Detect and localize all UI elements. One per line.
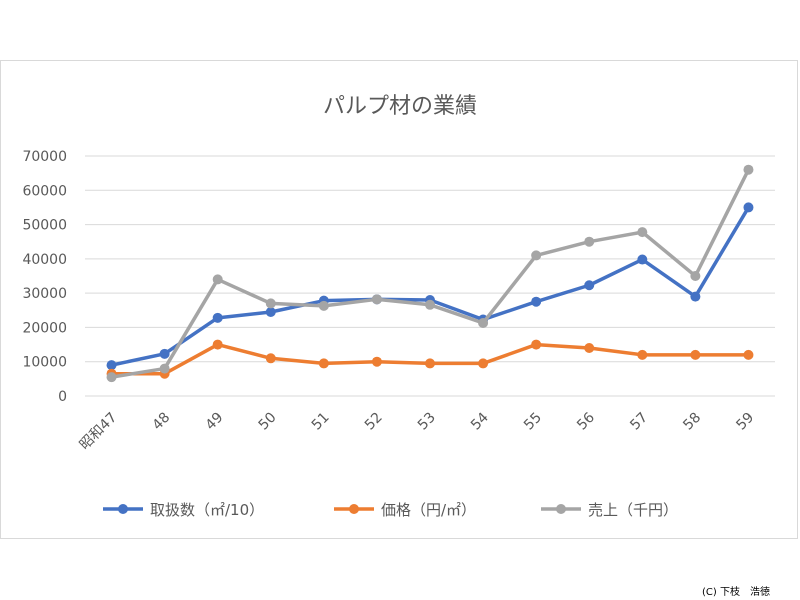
- series-2: [106, 339, 754, 379]
- data-point: [265, 353, 276, 364]
- y-tick-label: 40000: [22, 252, 67, 268]
- data-point: [159, 363, 170, 374]
- data-point: [425, 299, 435, 310]
- y-tick-label: 10000: [22, 355, 67, 371]
- data-point: [690, 291, 701, 302]
- x-tick-label: 48: [150, 410, 174, 434]
- grid-lines: [85, 155, 775, 397]
- legend: 取扱数（㎡/10） 価格（円/㎡） 売上（千円）: [103, 501, 678, 519]
- data-point: [425, 358, 435, 369]
- data-point: [531, 339, 542, 350]
- data-point: [106, 360, 117, 371]
- series-line: [109, 205, 751, 367]
- legend-item: 売上（千円）: [541, 501, 678, 519]
- data-point: [531, 250, 542, 261]
- x-tick-label: 51: [309, 410, 333, 434]
- data-point: [743, 349, 754, 360]
- data-point: [637, 349, 648, 360]
- data-point: [478, 358, 489, 369]
- data-point: [212, 339, 223, 350]
- y-tick-label: 50000: [22, 218, 67, 234]
- series-line: [109, 167, 751, 379]
- data-point: [265, 307, 276, 317]
- series-layer: [106, 164, 754, 383]
- credit-text: (C) 下枝 浩徳: [702, 587, 770, 598]
- y-axis-tick-labels: 0 10000 20000 30000 40000 50000 60000 70000: [22, 149, 67, 405]
- x-tick-label: 57: [627, 410, 651, 434]
- data-point: [690, 349, 701, 360]
- legend-label: 取扱数（㎡/10）: [150, 501, 264, 519]
- legend-label: 売上（千円）: [588, 501, 678, 519]
- x-axis-tick-labels: 昭和47 48 49 50 51 52 53 54 55 56 57 58 59: [77, 409, 758, 453]
- x-tick-label: 54: [468, 409, 492, 433]
- series-3: [106, 164, 754, 383]
- x-tick-label: 59: [733, 410, 757, 434]
- data-point: [371, 356, 382, 367]
- data-point: [531, 296, 542, 307]
- x-tick-label: 53: [415, 410, 439, 434]
- legend-item: 取扱数（㎡/10）: [103, 501, 264, 519]
- legend-item: 価格（円/㎡）: [334, 501, 476, 519]
- data-point: [212, 274, 223, 285]
- x-tick-label: 56: [574, 409, 598, 433]
- series-1: [106, 202, 754, 371]
- data-point: [159, 348, 170, 359]
- data-point: [265, 298, 276, 309]
- data-point: [743, 202, 754, 213]
- data-point: [106, 372, 117, 383]
- legend-swatch-marker: [118, 504, 128, 514]
- y-tick-label: 30000: [22, 286, 67, 302]
- x-tick-label: 50: [256, 410, 280, 434]
- legend-label: 価格（円/㎡）: [381, 501, 476, 519]
- y-tick-label: 20000: [22, 320, 67, 336]
- data-point: [743, 164, 754, 175]
- chart-title: パルプ材の業績: [323, 94, 477, 119]
- data-point: [478, 317, 489, 328]
- data-point: [212, 312, 223, 323]
- data-point: [584, 343, 595, 353]
- x-tick-label: 昭和47: [77, 410, 121, 454]
- y-tick-label: 0: [58, 389, 67, 405]
- data-point: [318, 300, 329, 311]
- x-tick-label: 49: [203, 410, 227, 434]
- legend-swatch-marker: [349, 504, 359, 514]
- data-point: [318, 358, 329, 369]
- y-tick-label: 70000: [22, 149, 67, 165]
- data-point: [690, 271, 701, 281]
- x-tick-label: 55: [521, 410, 545, 434]
- data-point: [371, 294, 382, 305]
- x-tick-label: 58: [680, 410, 704, 434]
- data-point: [637, 254, 648, 265]
- legend-swatch-marker: [556, 504, 566, 514]
- data-point: [637, 227, 648, 238]
- x-tick-label: 52: [362, 410, 386, 434]
- line-chart: パルプ材の業績 0 10000 20000 30000 40000 50000 60000 7…: [22, 94, 775, 519]
- data-point: [584, 236, 595, 247]
- data-point: [584, 280, 595, 291]
- chart-frame: パルプ材の業績 0 10000 20000 30000 40000 50000 60000 7…: [0, 60, 798, 539]
- y-tick-label: 60000: [22, 183, 67, 199]
